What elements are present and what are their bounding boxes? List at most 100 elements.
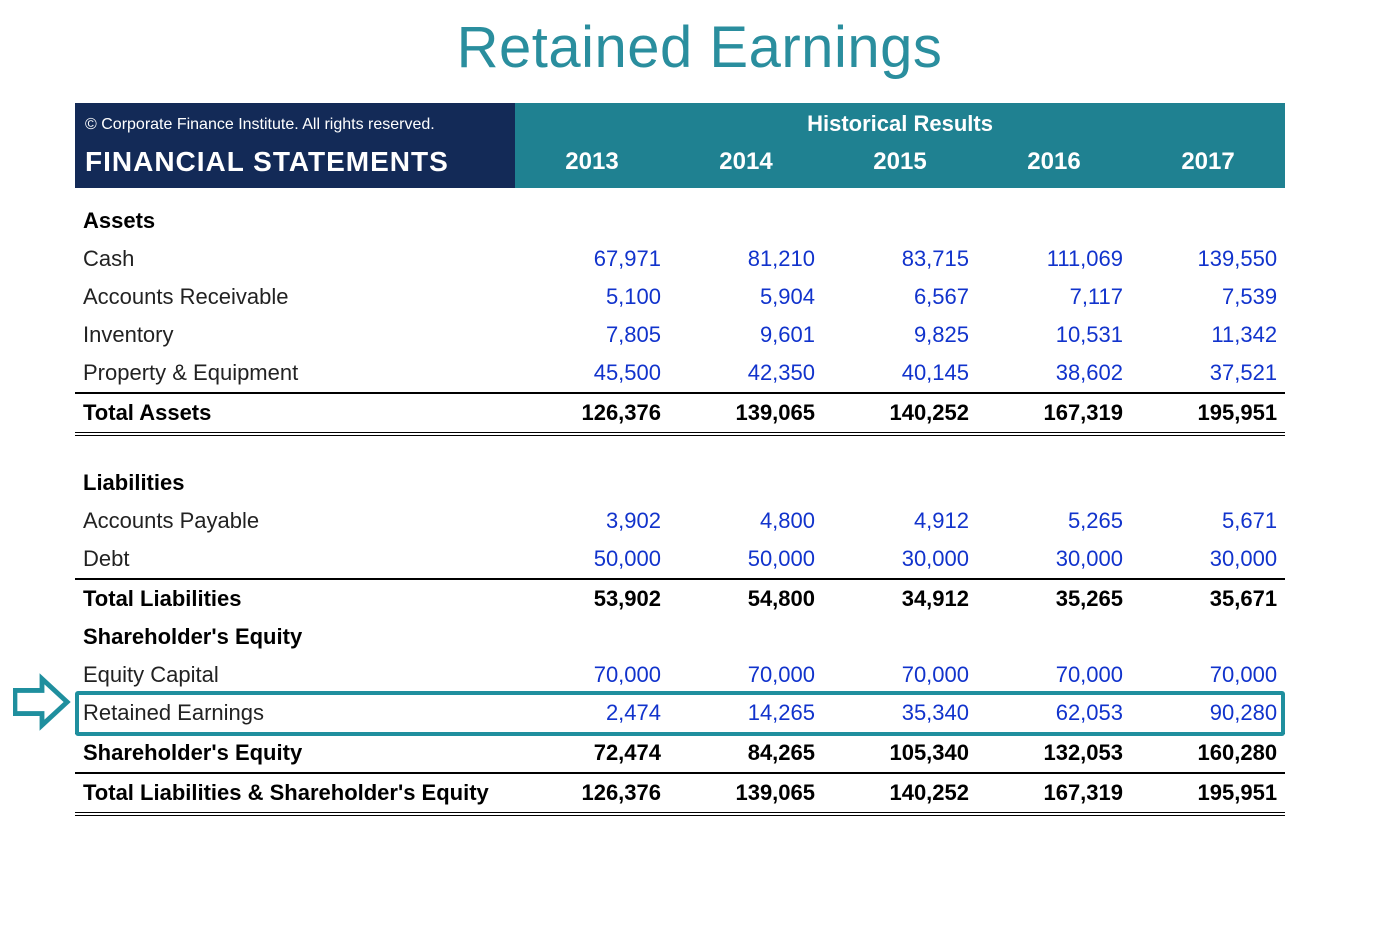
cell: 132,053 xyxy=(977,733,1131,773)
cell: 14,265 xyxy=(669,694,823,733)
financial-statements-table: © Corporate Finance Institute. All right… xyxy=(75,103,1285,816)
row-label: Inventory xyxy=(75,316,515,354)
cell: 30,000 xyxy=(977,540,1131,579)
row-label: Total Liabilities & Shareholder's Equity xyxy=(75,773,515,814)
year-2015: 2015 xyxy=(823,143,977,188)
cell: 195,951 xyxy=(1131,393,1285,434)
row-ppe: Property & Equipment 45,500 42,350 40,14… xyxy=(75,354,1285,393)
heading-label: Shareholder's Equity xyxy=(75,618,515,656)
row-label: Retained Earnings xyxy=(75,694,515,733)
cell: 70,000 xyxy=(669,656,823,694)
cell: 2,474 xyxy=(515,694,669,733)
cell: 40,145 xyxy=(823,354,977,393)
cell: 11,342 xyxy=(1131,316,1285,354)
cell: 6,567 xyxy=(823,278,977,316)
cell: 35,671 xyxy=(1131,579,1285,618)
cell: 126,376 xyxy=(515,393,669,434)
year-2017: 2017 xyxy=(1131,143,1285,188)
cell: 54,800 xyxy=(669,579,823,618)
row-label: Debt xyxy=(75,540,515,579)
cell: 90,280 xyxy=(1131,694,1285,733)
section-heading-assets: Assets xyxy=(75,202,1285,240)
cell: 167,319 xyxy=(977,773,1131,814)
heading-label: Liabilities xyxy=(75,464,515,502)
year-2014: 2014 xyxy=(669,143,823,188)
cell: 70,000 xyxy=(977,656,1131,694)
cell: 126,376 xyxy=(515,773,669,814)
cell: 42,350 xyxy=(669,354,823,393)
cell: 195,951 xyxy=(1131,773,1285,814)
cell: 139,065 xyxy=(669,393,823,434)
cell: 111,069 xyxy=(977,240,1131,278)
section-label: FINANCIAL STATEMENTS xyxy=(75,143,515,188)
cell: 7,117 xyxy=(977,278,1131,316)
cell: 10,531 xyxy=(977,316,1131,354)
cell: 9,825 xyxy=(823,316,977,354)
cell: 5,671 xyxy=(1131,502,1285,540)
row-ap: Accounts Payable 3,902 4,800 4,912 5,265… xyxy=(75,502,1285,540)
row-total-assets: Total Assets 126,376 139,065 140,252 167… xyxy=(75,393,1285,434)
cell: 62,053 xyxy=(977,694,1131,733)
page-title: Retained Earnings xyxy=(0,0,1399,103)
cell: 4,912 xyxy=(823,502,977,540)
cell: 30,000 xyxy=(1131,540,1285,579)
historical-results-label: Historical Results xyxy=(515,104,1285,142)
cell: 160,280 xyxy=(1131,733,1285,773)
row-grand-total: Total Liabilities & Shareholder's Equity… xyxy=(75,773,1285,814)
cell: 37,521 xyxy=(1131,354,1285,393)
cell: 50,000 xyxy=(669,540,823,579)
financial-statements-table-wrap: © Corporate Finance Institute. All right… xyxy=(75,103,1285,816)
copyright-text: © Corporate Finance Institute. All right… xyxy=(75,103,515,143)
row-ar: Accounts Receivable 5,100 5,904 6,567 7,… xyxy=(75,278,1285,316)
cell: 81,210 xyxy=(669,240,823,278)
heading-label: Assets xyxy=(75,202,515,240)
cell: 70,000 xyxy=(1131,656,1285,694)
cell: 5,100 xyxy=(515,278,669,316)
row-label: Property & Equipment xyxy=(75,354,515,393)
cell: 53,902 xyxy=(515,579,669,618)
cell: 35,265 xyxy=(977,579,1131,618)
row-label: Total Assets xyxy=(75,393,515,434)
cell: 4,800 xyxy=(669,502,823,540)
table-header-row-2: FINANCIAL STATEMENTS 2013 2014 2015 2016… xyxy=(75,143,1285,188)
arrow-right-icon xyxy=(13,672,71,732)
cell: 70,000 xyxy=(823,656,977,694)
row-label: Total Liabilities xyxy=(75,579,515,618)
row-label: Equity Capital xyxy=(75,656,515,694)
cell: 140,252 xyxy=(823,773,977,814)
page: Retained Earnings © Corporate Finance In… xyxy=(0,0,1399,945)
cell: 167,319 xyxy=(977,393,1131,434)
row-label: Cash xyxy=(75,240,515,278)
cell: 34,912 xyxy=(823,579,977,618)
cell: 84,265 xyxy=(669,733,823,773)
row-cash: Cash 67,971 81,210 83,715 111,069 139,55… xyxy=(75,240,1285,278)
row-equity-capital: Equity Capital 70,000 70,000 70,000 70,0… xyxy=(75,656,1285,694)
cell: 9,601 xyxy=(669,316,823,354)
cell: 72,474 xyxy=(515,733,669,773)
row-retained-earnings: Retained Earnings 2,474 14,265 35,340 62… xyxy=(75,694,1285,733)
cell: 105,340 xyxy=(823,733,977,773)
row-total-equity: Shareholder's Equity 72,474 84,265 105,3… xyxy=(75,733,1285,773)
cell: 83,715 xyxy=(823,240,977,278)
year-2013: 2013 xyxy=(515,143,669,188)
row-debt: Debt 50,000 50,000 30,000 30,000 30,000 xyxy=(75,540,1285,579)
cell: 139,550 xyxy=(1131,240,1285,278)
section-heading-equity: Shareholder's Equity xyxy=(75,618,1285,656)
section-heading-liabilities: Liabilities xyxy=(75,464,1285,502)
cell: 139,065 xyxy=(669,773,823,814)
cell: 70,000 xyxy=(515,656,669,694)
cell: 7,539 xyxy=(1131,278,1285,316)
cell: 30,000 xyxy=(823,540,977,579)
cell: 140,252 xyxy=(823,393,977,434)
row-label: Accounts Receivable xyxy=(75,278,515,316)
cell: 45,500 xyxy=(515,354,669,393)
cell: 3,902 xyxy=(515,502,669,540)
cell: 7,805 xyxy=(515,316,669,354)
cell: 67,971 xyxy=(515,240,669,278)
row-label: Accounts Payable xyxy=(75,502,515,540)
row-total-liabilities: Total Liabilities 53,902 54,800 34,912 3… xyxy=(75,579,1285,618)
table-header-row-1: © Corporate Finance Institute. All right… xyxy=(75,103,1285,143)
cell: 50,000 xyxy=(515,540,669,579)
row-inventory: Inventory 7,805 9,601 9,825 10,531 11,34… xyxy=(75,316,1285,354)
cell: 35,340 xyxy=(823,694,977,733)
